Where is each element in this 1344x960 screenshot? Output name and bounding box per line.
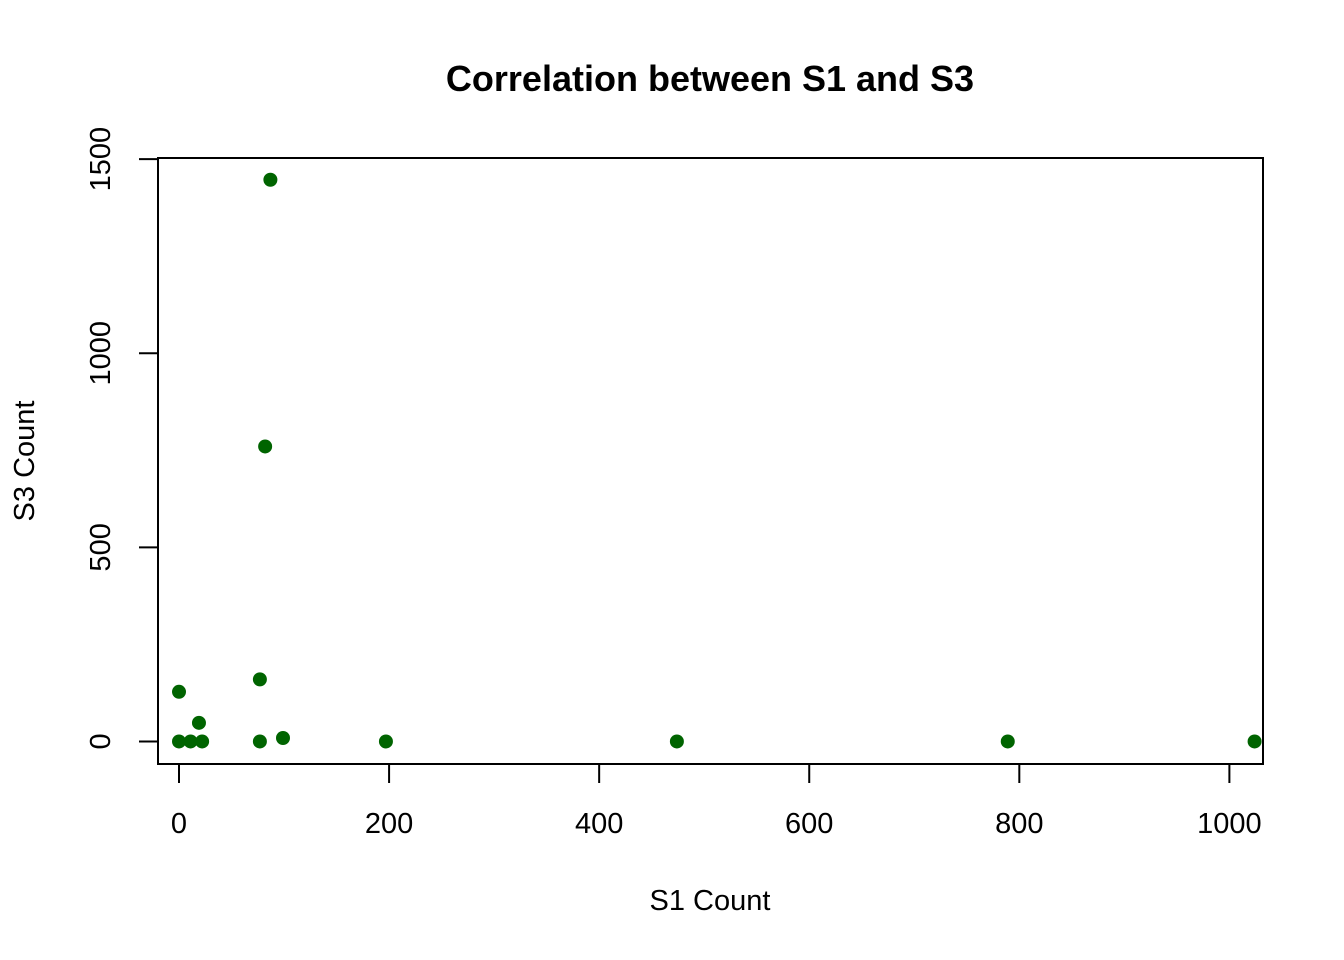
data-point xyxy=(275,730,290,745)
data-point xyxy=(263,172,278,187)
x-tick-label: 800 xyxy=(995,808,1043,840)
data-point xyxy=(252,734,267,749)
x-tick-label: 400 xyxy=(575,808,623,840)
y-tick-label: 1500 xyxy=(85,127,117,192)
data-point xyxy=(183,734,198,749)
x-axis-label: S1 Count xyxy=(650,885,771,917)
data-point xyxy=(195,734,210,749)
x-tick-label: 1000 xyxy=(1197,808,1262,840)
x-tick-label: 200 xyxy=(365,808,413,840)
y-tick-label: 0 xyxy=(85,733,117,749)
y-tick-label: 1000 xyxy=(85,321,117,386)
data-points xyxy=(172,172,1262,749)
data-point xyxy=(172,734,187,749)
data-point xyxy=(252,672,267,687)
data-point xyxy=(378,734,393,749)
y-axis: 0 500 1000 1500 xyxy=(85,127,159,750)
data-point xyxy=(1000,734,1015,749)
data-point xyxy=(258,439,273,454)
y-axis-label: S3 Count xyxy=(9,401,41,522)
data-point xyxy=(669,734,684,749)
y-tick-label: 500 xyxy=(85,523,117,571)
data-point xyxy=(172,684,187,699)
x-tick-label: 600 xyxy=(785,808,833,840)
plot-frame xyxy=(157,157,1264,765)
chart-title: Correlation between S1 and S3 xyxy=(446,58,974,99)
data-point xyxy=(191,715,206,730)
data-point xyxy=(1247,734,1262,749)
x-axis: 0 200 400 600 800 1000 xyxy=(171,763,1262,840)
x-tick-label: 0 xyxy=(171,808,187,840)
